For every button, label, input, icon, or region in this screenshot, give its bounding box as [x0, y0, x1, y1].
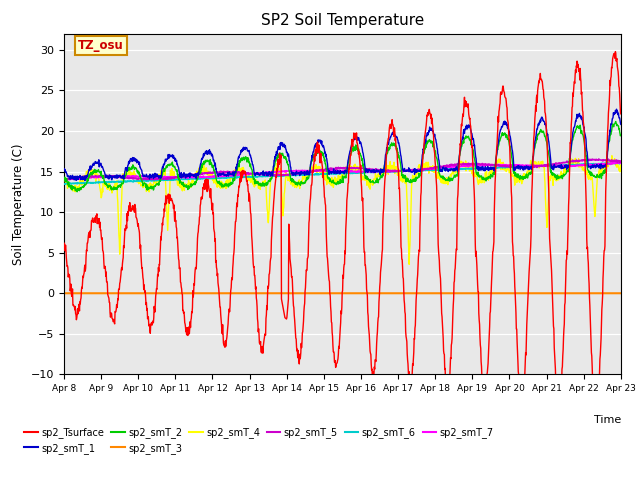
sp2_smT_5 — [60, 176, 68, 182]
sp2_smT_6 — [171, 177, 179, 183]
sp2_smT_6 — [60, 181, 68, 187]
sp2_smT_1 — [81, 178, 89, 183]
Legend: sp2_Tsurface, sp2_smT_1, sp2_smT_2, sp2_smT_3, sp2_smT_4, sp2_smT_5, sp2_smT_6, : sp2_Tsurface, sp2_smT_1, sp2_smT_2, sp2_… — [24, 427, 493, 454]
sp2_Tsurface — [593, 421, 600, 427]
sp2_smT_3 — [429, 290, 436, 296]
sp2_smT_2 — [246, 161, 254, 167]
sp2_smT_2 — [429, 144, 437, 150]
Y-axis label: Soil Temperature (C): Soil Temperature (C) — [12, 143, 26, 265]
Line: sp2_smT_7: sp2_smT_7 — [64, 163, 621, 180]
sp2_smT_1 — [612, 106, 620, 112]
sp2_Tsurface — [246, 202, 254, 208]
Line: sp2_smT_1: sp2_smT_1 — [64, 109, 621, 180]
sp2_smT_1 — [429, 128, 437, 133]
sp2_smT_5 — [61, 177, 68, 183]
sp2_smT_5 — [617, 159, 625, 165]
sp2_smT_4 — [608, 153, 616, 158]
sp2_smT_4 — [551, 176, 559, 181]
sp2_smT_7 — [502, 163, 509, 168]
sp2_smT_4 — [617, 165, 625, 171]
sp2_smT_3 — [551, 290, 559, 296]
sp2_smT_4 — [429, 167, 437, 172]
sp2_smT_1 — [184, 173, 192, 179]
sp2_Tsurface — [612, 49, 620, 55]
sp2_smT_5 — [184, 173, 192, 179]
Line: sp2_smT_6: sp2_smT_6 — [64, 163, 621, 184]
sp2_Tsurface — [429, 123, 436, 129]
sp2_smT_5 — [551, 161, 559, 167]
sp2_smT_2 — [74, 189, 81, 194]
sp2_smT_4 — [502, 167, 509, 172]
sp2_Tsurface — [551, 352, 559, 358]
sp2_smT_1 — [171, 155, 179, 161]
sp2_smT_7 — [60, 177, 68, 182]
sp2_smT_4 — [405, 262, 413, 267]
sp2_smT_2 — [551, 172, 559, 178]
sp2_smT_5 — [246, 170, 254, 176]
sp2_smT_6 — [184, 176, 192, 182]
Line: sp2_smT_4: sp2_smT_4 — [64, 156, 621, 264]
sp2_smT_5 — [595, 156, 603, 162]
sp2_Tsurface — [617, 111, 625, 117]
sp2_smT_5 — [429, 165, 437, 171]
sp2_smT_3 — [184, 290, 191, 296]
sp2_smT_2 — [171, 164, 179, 169]
sp2_smT_6 — [246, 174, 254, 180]
sp2_smT_1 — [551, 163, 559, 169]
sp2_smT_7 — [184, 174, 192, 180]
Text: TZ_osu: TZ_osu — [78, 39, 124, 52]
sp2_smT_3 — [170, 290, 178, 296]
Line: sp2_smT_2: sp2_smT_2 — [64, 121, 621, 192]
sp2_smT_7 — [617, 160, 625, 166]
sp2_smT_6 — [429, 168, 437, 173]
Text: Time: Time — [593, 415, 621, 425]
sp2_smT_3 — [617, 290, 625, 296]
Title: SP2 Soil Temperature: SP2 Soil Temperature — [260, 13, 424, 28]
sp2_smT_3 — [60, 290, 68, 296]
sp2_smT_4 — [170, 174, 178, 180]
sp2_smT_1 — [617, 121, 625, 127]
sp2_smT_4 — [184, 181, 191, 187]
sp2_smT_6 — [61, 181, 69, 187]
sp2_smT_5 — [171, 175, 179, 181]
sp2_smT_5 — [502, 164, 509, 169]
Line: sp2_Tsurface: sp2_Tsurface — [64, 52, 621, 424]
sp2_smT_2 — [617, 132, 625, 138]
sp2_smT_2 — [502, 134, 509, 140]
Line: sp2_smT_5: sp2_smT_5 — [64, 159, 621, 180]
sp2_smT_1 — [502, 121, 509, 127]
sp2_smT_1 — [60, 166, 68, 171]
sp2_smT_3 — [502, 290, 509, 296]
sp2_Tsurface — [184, 333, 191, 338]
sp2_smT_1 — [246, 153, 254, 158]
sp2_smT_4 — [246, 175, 254, 180]
sp2_Tsurface — [170, 211, 178, 216]
sp2_smT_7 — [429, 166, 437, 171]
sp2_smT_7 — [246, 171, 254, 177]
sp2_smT_3 — [246, 290, 254, 296]
sp2_smT_4 — [60, 175, 68, 181]
sp2_smT_2 — [612, 119, 620, 124]
sp2_smT_6 — [617, 160, 625, 166]
sp2_smT_7 — [551, 163, 559, 169]
sp2_Tsurface — [502, 95, 509, 101]
sp2_smT_2 — [60, 176, 68, 182]
sp2_Tsurface — [60, 240, 68, 246]
sp2_smT_6 — [502, 165, 509, 170]
sp2_smT_6 — [551, 162, 559, 168]
sp2_smT_7 — [63, 178, 70, 183]
sp2_smT_7 — [171, 174, 179, 180]
sp2_smT_2 — [184, 183, 192, 189]
